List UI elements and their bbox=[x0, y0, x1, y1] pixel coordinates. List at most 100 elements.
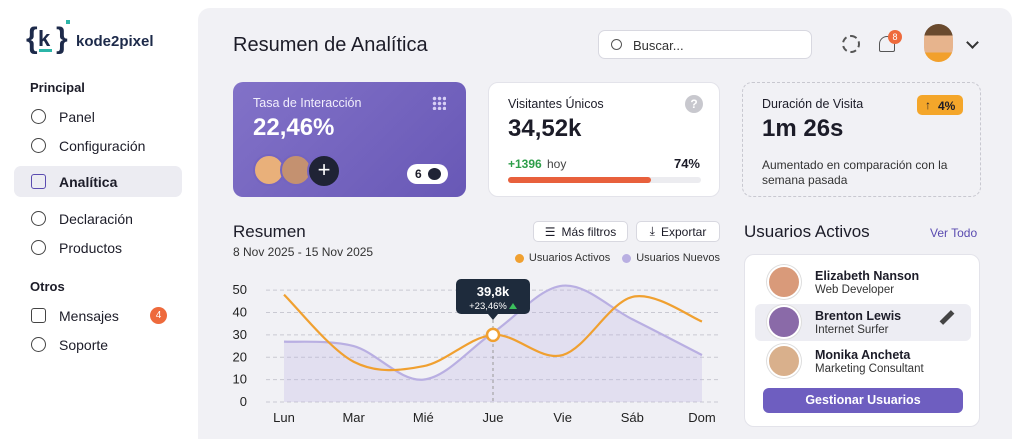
y-tick-label: 10 bbox=[233, 372, 247, 387]
x-tick-label: Jue bbox=[483, 410, 504, 425]
nav-item[interactable]: Soporte bbox=[14, 329, 182, 360]
search-placeholder: Buscar... bbox=[633, 38, 684, 53]
comments-count: 6 bbox=[415, 167, 422, 181]
chart-title: Resumen bbox=[233, 222, 306, 241]
avatar bbox=[280, 154, 312, 186]
nav-label: Panel bbox=[59, 108, 95, 125]
help-icon[interactable]: ? bbox=[685, 95, 703, 113]
manage-users-button[interactable]: Gestionar Usuarios bbox=[763, 388, 963, 413]
legend-item: Usuarios Activos bbox=[514, 252, 610, 264]
card-label: Tasa de Interacción bbox=[253, 96, 362, 110]
nav-item[interactable]: Panel bbox=[14, 101, 182, 132]
view-all-link[interactable]: Ver Todo bbox=[930, 226, 978, 240]
badge: 4 bbox=[150, 307, 167, 324]
user-avatar[interactable] bbox=[924, 24, 953, 62]
card-note: Aumentado en comparación con la semana p… bbox=[762, 158, 948, 187]
chart-subtitle: 8 Nov 2025 - 15 Nov 2025 bbox=[233, 245, 374, 259]
icon: ☰ bbox=[544, 224, 556, 239]
tooltip-value: 39,8k bbox=[477, 284, 510, 299]
notifications-button[interactable] bbox=[879, 36, 895, 52]
card-engagement: Tasa de Interacción 22,46% + 6 bbox=[233, 82, 466, 197]
users-card: Gestionar Usuarios Elizabeth Nanson Web D… bbox=[744, 254, 980, 427]
progress-track bbox=[508, 177, 701, 183]
svg-text:k: k bbox=[38, 26, 51, 51]
card-label: Duración de Visita bbox=[762, 97, 864, 111]
period: hoy bbox=[547, 157, 567, 171]
y-tick-label: 0 bbox=[240, 394, 247, 409]
settings-button[interactable] bbox=[842, 35, 860, 53]
tooltip-marker bbox=[485, 327, 501, 343]
chart: 0 10 20 30 40 50 Lun Mar Mié Jue Vie Sáb Dom 39,8k +23… bbox=[233, 279, 718, 425]
logo-svg: {k} bbox=[26, 20, 70, 55]
badge: ↑ 4% bbox=[917, 95, 963, 115]
comments-pill: 6 bbox=[407, 164, 448, 184]
y-tick-label: 50 bbox=[233, 282, 247, 297]
x-tick-label: Mié bbox=[413, 410, 434, 425]
search-box[interactable]: Buscar... bbox=[598, 30, 812, 59]
tooltip-pointer bbox=[488, 314, 498, 320]
user-name: Brenton Lewis bbox=[815, 308, 902, 323]
card-label: Visitantes Únicos bbox=[508, 97, 604, 111]
svg-text:}: } bbox=[56, 22, 68, 55]
dots-menu[interactable] bbox=[432, 96, 446, 110]
chat-icon bbox=[428, 168, 441, 180]
progress-fill bbox=[508, 177, 651, 183]
export-button[interactable]: ⤓ Exportar bbox=[636, 221, 720, 242]
y-tick-label: 30 bbox=[233, 327, 247, 342]
x-tick-label: Mar bbox=[342, 410, 365, 425]
badge-text: 4% bbox=[938, 99, 956, 113]
y-tick-label: 40 bbox=[233, 305, 247, 320]
nav-item[interactable]: Mensajes bbox=[14, 300, 182, 331]
arrow: ↑ bbox=[925, 98, 931, 112]
nav-item[interactable]: Configuración bbox=[14, 130, 182, 161]
user-role: Web Developer bbox=[815, 284, 895, 296]
x-tick-label: Dom bbox=[688, 410, 715, 425]
legend-label: Usuarios Nuevos bbox=[636, 252, 720, 264]
section-title: Otros bbox=[30, 279, 65, 294]
user-avatar bbox=[767, 265, 801, 299]
card-value: 22,46% bbox=[253, 114, 335, 141]
nav-item[interactable]: Declaración bbox=[14, 203, 182, 234]
x-tick-label: Vie bbox=[553, 410, 572, 425]
icon bbox=[31, 308, 46, 323]
x-tick-label: Lun bbox=[273, 410, 295, 425]
nav-label: Productos bbox=[59, 239, 123, 256]
user-role: Marketing Consultant bbox=[815, 363, 924, 375]
card-duration: Duración de Visita ↑ 4% 1m 26s Aumentado … bbox=[742, 82, 981, 197]
user-name: Elizabeth Nanson bbox=[815, 269, 920, 283]
search-icon bbox=[611, 39, 622, 50]
icon bbox=[31, 138, 46, 153]
icon bbox=[31, 337, 46, 352]
filter-button[interactable]: ☰ Más filtros bbox=[533, 221, 628, 242]
card-visitors: Visitantes Únicos ? 34,52k +1396 hoy 74% bbox=[488, 82, 720, 197]
add-button[interactable]: + bbox=[307, 154, 341, 188]
tooltip-up-icon bbox=[509, 303, 517, 309]
card-value: 34,52k bbox=[508, 115, 582, 142]
notification-badge: 8 bbox=[888, 30, 902, 44]
nav-label: Soporte bbox=[59, 336, 109, 353]
button-label: Exportar bbox=[660, 224, 707, 239]
section-title: Principal bbox=[30, 80, 85, 95]
legend-swatch bbox=[622, 253, 632, 263]
user-name: Monika Ancheta bbox=[815, 348, 911, 362]
nav-label: Analítica bbox=[59, 173, 118, 190]
svg-text:{: { bbox=[26, 22, 38, 55]
icon bbox=[31, 174, 46, 189]
x-tick-label: Sáb bbox=[621, 410, 644, 425]
legend-swatch bbox=[514, 253, 524, 263]
card-value: 1m 26s bbox=[762, 115, 844, 142]
y-tick-label: 20 bbox=[233, 349, 247, 364]
nav-item[interactable]: Analítica bbox=[14, 166, 182, 197]
user-role: Internet Surfer bbox=[815, 323, 889, 336]
panel-title: Usuarios Activos bbox=[744, 222, 870, 241]
user-avatar bbox=[767, 344, 801, 378]
brand: kode2pixel bbox=[76, 33, 154, 50]
progress-label: 74% bbox=[673, 156, 700, 171]
avatar bbox=[253, 154, 285, 186]
page-title: Resumen de Analítica bbox=[233, 34, 428, 56]
nav-item[interactable]: Productos bbox=[14, 232, 182, 263]
nav-label: Configuración bbox=[59, 137, 146, 154]
legend: Usuarios Activos Usuarios Nuevos bbox=[514, 252, 720, 264]
logo-icon: {k} bbox=[26, 18, 72, 58]
